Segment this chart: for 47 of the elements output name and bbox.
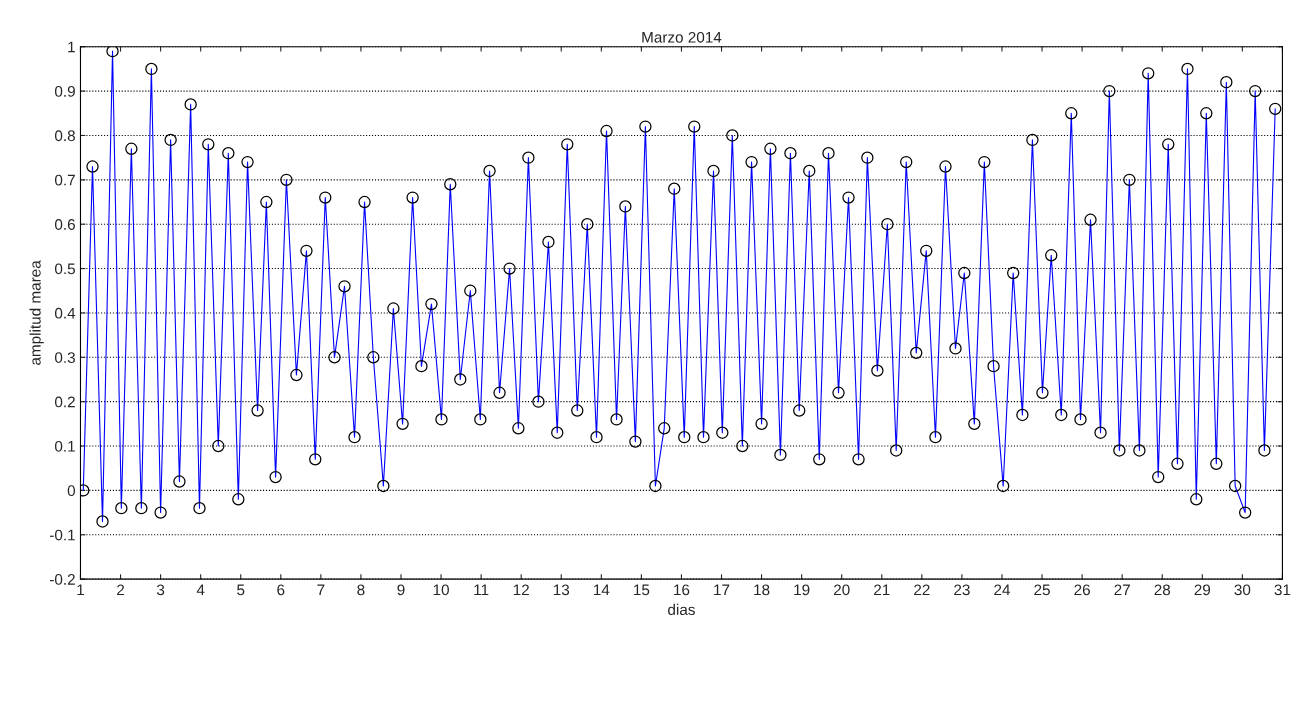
x-tick-label: 8 xyxy=(357,584,365,596)
x-tick-label: 26 xyxy=(1074,584,1090,596)
y-tick-label: 0.1 xyxy=(54,440,75,452)
x-tick-label: 27 xyxy=(1114,584,1130,596)
y-tick-label: -0.2 xyxy=(49,574,75,585)
x-tick-label: 2 xyxy=(117,584,125,596)
x-tick-label: 4 xyxy=(196,584,205,596)
x-tick-label: 28 xyxy=(1154,584,1171,596)
x-tick-label: 30 xyxy=(1234,584,1251,596)
x-tick-label: 29 xyxy=(1194,584,1211,596)
y-tick-label: 0 xyxy=(67,485,76,497)
y-tick-label: 0.9 xyxy=(54,85,75,97)
x-tick-label: 24 xyxy=(994,584,1011,596)
x-tick-label: 19 xyxy=(794,584,810,596)
y-tick-label: 0.3 xyxy=(54,352,75,363)
x-tick-label: 31 xyxy=(1274,584,1291,596)
y-tick-label: -0.1 xyxy=(49,529,75,541)
x-tick-label: 22 xyxy=(914,584,930,596)
x-tick-label: 10 xyxy=(433,584,449,596)
y-tick-label: 0.5 xyxy=(54,263,75,275)
x-axis-title: dias xyxy=(668,603,695,616)
x-tick-label: 16 xyxy=(674,584,690,596)
y-tick-label: 1 xyxy=(68,41,75,53)
x-tick-label: 25 xyxy=(1034,584,1050,596)
x-tick-label: 9 xyxy=(397,584,405,596)
x-tick-label: 18 xyxy=(754,584,770,596)
y-tick-label: 0.7 xyxy=(54,174,75,186)
chart-title: Marzo 2014 xyxy=(642,31,722,43)
x-tick-label: 21 xyxy=(874,584,890,596)
x-tick-label: 20 xyxy=(833,584,850,596)
x-tick-label: 11 xyxy=(474,584,489,596)
x-tick-label: 23 xyxy=(954,584,970,596)
y-tick-label: 0.4 xyxy=(54,307,76,319)
x-tick-label: 14 xyxy=(593,584,610,596)
x-tick-label: 3 xyxy=(156,584,165,596)
x-tick-label: 6 xyxy=(277,584,285,596)
y-axis-title: amplitud marea xyxy=(29,260,44,365)
x-tick-label: 13 xyxy=(553,584,570,596)
x-tick-label: 12 xyxy=(513,584,529,596)
x-tick-label: 15 xyxy=(634,584,650,596)
x-tick-label: 7 xyxy=(317,584,325,596)
y-tick-label: 0.6 xyxy=(54,219,75,230)
y-tick-label: 0.8 xyxy=(54,130,75,142)
x-tick-label: 17 xyxy=(714,584,730,596)
y-tick-label: 0.2 xyxy=(54,396,75,408)
x-tick-label: 5 xyxy=(237,584,245,596)
x-tick-label: 1 xyxy=(77,584,84,596)
